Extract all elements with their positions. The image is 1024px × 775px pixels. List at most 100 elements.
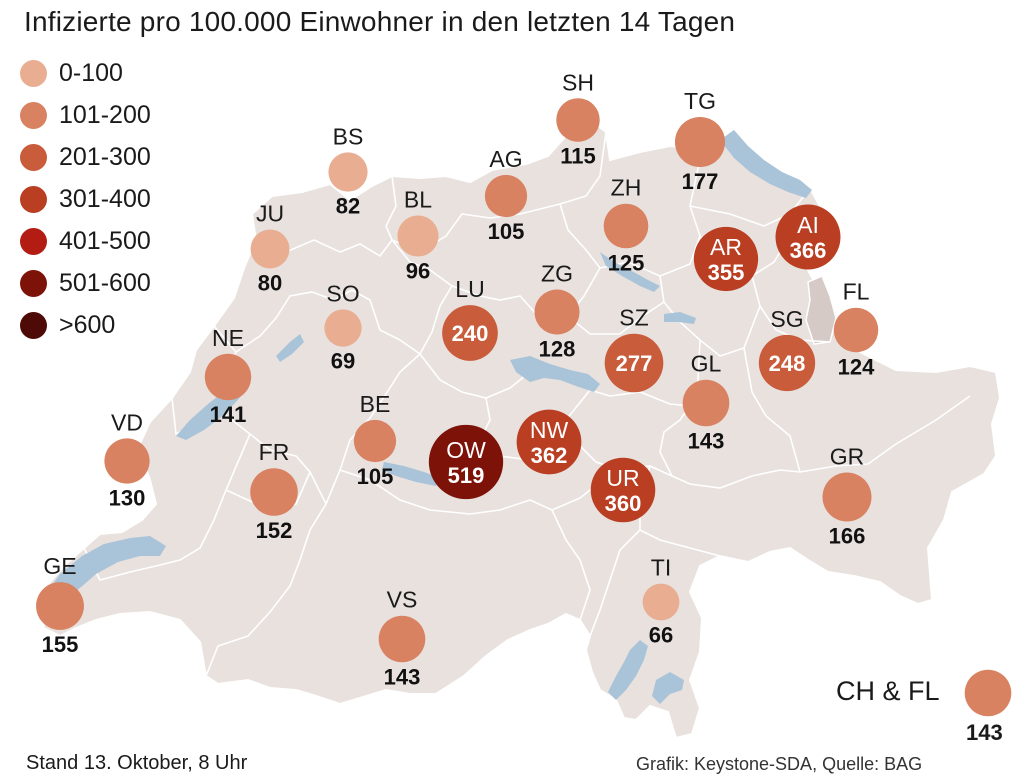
- liechtenstein-area: [805, 275, 837, 345]
- legend-label: >600: [59, 310, 116, 339]
- canton-value: 143: [688, 428, 725, 453]
- legend-swatch: [20, 269, 47, 297]
- canton-value: 80: [258, 270, 282, 295]
- canton-marker-bs: BS 82: [328, 123, 368, 219]
- canton-abbr: FL: [843, 279, 870, 305]
- legend-item: 501-600: [20, 262, 151, 304]
- legend: 0-100 101-200 201-300 301-400 401-500 501-600…: [20, 52, 151, 346]
- canton-marker-ti: TI 66: [642, 555, 680, 647]
- canton-bubble: [604, 333, 664, 393]
- canton-marker-be: BE 105: [353, 391, 397, 489]
- canton-abbr: FR: [259, 439, 290, 465]
- canton-value: 124: [838, 354, 875, 379]
- canton-bubble: [775, 204, 841, 270]
- canton-abbr: SG: [770, 306, 803, 332]
- canton-bubble: [833, 307, 879, 353]
- legend-label: 501-600: [59, 268, 151, 297]
- canton-value: 166: [829, 523, 866, 548]
- legend-item: 0-100: [20, 52, 151, 94]
- canton-abbr: SH: [562, 69, 594, 95]
- canton-value: 115: [560, 144, 596, 169]
- canton-value: 152: [256, 518, 293, 543]
- canton-bubble: [674, 116, 726, 168]
- canton-marker-sz: SZ 277: [604, 305, 664, 393]
- canton-bubble: [204, 353, 252, 401]
- canton-abbr: NW: [530, 417, 569, 443]
- canton-value: 366: [790, 238, 827, 263]
- canton-abbr: SZ: [619, 305, 648, 331]
- canton-value: 277: [616, 351, 653, 376]
- canton-value: 240: [452, 321, 489, 346]
- canton-marker-sg: SG 248: [758, 306, 816, 392]
- canton-value: 69: [331, 349, 355, 374]
- canton-marker-so: SO 69: [324, 280, 362, 374]
- lake-biel: [276, 334, 304, 362]
- canton-abbr: BL: [404, 186, 432, 212]
- canton-value: 519: [448, 463, 485, 488]
- canton-marker-gl: GL 143: [682, 351, 730, 453]
- legend-label: 0-100: [59, 58, 123, 87]
- canton-abbr: SO: [326, 280, 359, 306]
- canton-bubble: [353, 419, 397, 463]
- canton-marker-fl: FL 124: [833, 279, 879, 379]
- legend-item: 101-200: [20, 94, 151, 136]
- canton-value: 130: [109, 486, 146, 511]
- canton-marker-vd: VD 130: [104, 409, 150, 511]
- canton-bubble: [442, 305, 498, 361]
- canton-bubble: [104, 438, 150, 484]
- canton-bubble: [556, 98, 600, 142]
- canton-abbr: JU: [256, 201, 284, 227]
- canton-value: 66: [649, 622, 673, 647]
- canton-value: 125: [608, 250, 645, 275]
- canton-abbr: TI: [651, 555, 671, 581]
- canton-abbr: LU: [455, 276, 484, 302]
- legend-item: >600: [20, 304, 151, 346]
- canton-bubble: [484, 174, 528, 218]
- canton-bubble: [642, 583, 680, 621]
- canton-bubble: [250, 468, 298, 516]
- canton-marker-fr: FR 152: [250, 439, 298, 543]
- canton-bubble: [682, 379, 730, 427]
- footer-source: Grafik: Keystone-SDA, Quelle: BAG: [636, 754, 923, 774]
- canton-bubble: [590, 457, 656, 523]
- footer-date: Stand 13. Oktober, 8 Uhr: [26, 752, 248, 774]
- legend-label: 301-400: [59, 184, 151, 213]
- canton-value: 105: [488, 219, 525, 244]
- canton-bubble: [328, 152, 368, 192]
- canton-abbr: VS: [387, 587, 418, 613]
- canton-abbr: BE: [360, 391, 391, 417]
- canton-marker-ag: AG 105: [484, 146, 528, 244]
- canton-value: 248: [769, 351, 806, 376]
- canton-marker-vs: VS 143: [378, 587, 426, 689]
- canton-marker-ge: GE 155: [36, 553, 84, 657]
- canton-value: 355: [708, 260, 745, 285]
- legend-swatch: [20, 311, 47, 339]
- map-title: Infizierte pro 100.000 Einwohner in den …: [24, 6, 736, 37]
- legend-label: 401-500: [59, 226, 151, 255]
- canton-abbr: ZH: [611, 175, 642, 201]
- canton-abbr: AI: [797, 212, 819, 238]
- canton-marker-tg: TG 177: [674, 88, 726, 194]
- canton-bubble: [603, 203, 649, 249]
- canton-value: 155: [42, 632, 79, 657]
- legend-item: 301-400: [20, 178, 151, 220]
- canton-abbr: GL: [691, 351, 722, 377]
- canton-value: 360: [605, 491, 642, 516]
- legend-label: 101-200: [59, 100, 151, 129]
- canton-marker-ju: JU 80: [250, 201, 290, 295]
- canton-abbr: OW: [446, 437, 486, 463]
- canton-abbr: NE: [212, 325, 244, 351]
- canton-abbr: VD: [111, 409, 143, 435]
- lake-constance: [720, 130, 812, 198]
- canton-bubble: [693, 226, 759, 292]
- canton-bubble: [397, 215, 439, 257]
- canton-bubble: [378, 615, 426, 663]
- lake-thun: [382, 462, 440, 486]
- canton-marker-sh: SH 115: [556, 69, 600, 169]
- canton-bubble: [250, 229, 290, 269]
- canton-marker-ne: NE 141: [204, 325, 252, 427]
- lake-zurich: [600, 252, 660, 292]
